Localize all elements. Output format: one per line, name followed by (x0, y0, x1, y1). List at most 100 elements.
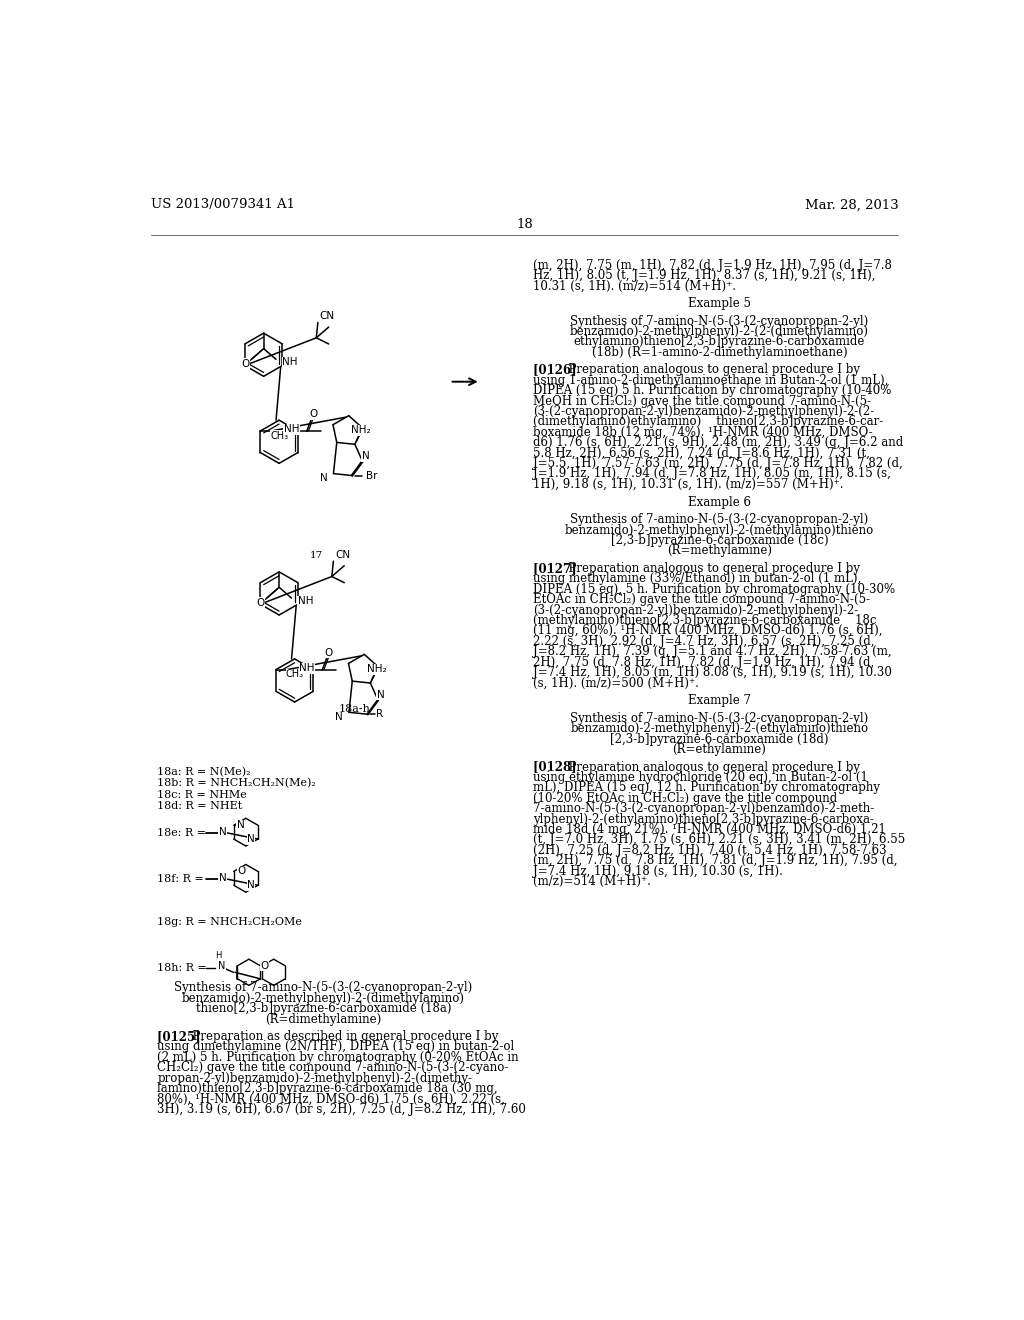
Text: 18a-h: 18a-h (339, 705, 371, 714)
Text: lamino)thieno[2,3-b]pyrazine-6-carboxamide 18a (30 mg,: lamino)thieno[2,3-b]pyrazine-6-carboxami… (158, 1082, 498, 1096)
Text: d6) 1.76 (s, 6H), 2.21 (s, 9H), 2.48 (m, 2H), 3.49 (q, J=6.2 and: d6) 1.76 (s, 6H), 2.21 (s, 9H), 2.48 (m,… (534, 436, 903, 449)
Text: S: S (357, 426, 365, 436)
Text: O: O (241, 359, 249, 370)
Text: 18d: R = NHEt: 18d: R = NHEt (158, 801, 243, 812)
Text: N: N (247, 880, 255, 890)
Text: benzamido)-2-methylphenyl)-2-(ethylamino)thieno: benzamido)-2-methylphenyl)-2-(ethylamino… (570, 722, 868, 735)
Text: O: O (325, 648, 333, 657)
Text: [2,3-b]pyrazine-6-carboxamide (18c): [2,3-b]pyrazine-6-carboxamide (18c) (610, 535, 828, 546)
Text: 3H), 3.19 (s, 6H), 6.67 (br s, 2H), 7.25 (d, J=8.2 Hz, 1H), 7.60: 3H), 3.19 (s, 6H), 6.67 (br s, 2H), 7.25… (158, 1102, 526, 1115)
Text: benzamido)-2-methylphenyl)-2-(dimethylamino): benzamido)-2-methylphenyl)-2-(dimethylam… (182, 991, 465, 1005)
Text: ylphenyl)-2-(ethylamino)thieno[2,3-b]pyrazine-6-carboxa-: ylphenyl)-2-(ethylamino)thieno[2,3-b]pyr… (534, 813, 874, 825)
Text: 18g: R = NHCH₂CH₂OMe: 18g: R = NHCH₂CH₂OMe (158, 917, 302, 927)
Text: benzamido)-2-methylphenyl)-2-(2-(dimethylamino): benzamido)-2-methylphenyl)-2-(2-(dimethy… (569, 325, 868, 338)
Text: (s, 1H). (m/z)=500 (M+H)⁺.: (s, 1H). (m/z)=500 (M+H)⁺. (534, 676, 699, 689)
Text: (m, 2H), 7.75 (d, 7.8 Hz, 1H), 7.81 (d, J=1.9 Hz, 1H), 7.95 (d,: (m, 2H), 7.75 (d, 7.8 Hz, 1H), 7.81 (d, … (534, 854, 898, 867)
Text: NH: NH (284, 425, 299, 434)
Text: propan-2-yl)benzamido)-2-methylphenyl)-2-(dimethy-: propan-2-yl)benzamido)-2-methylphenyl)-2… (158, 1072, 472, 1085)
Text: CN: CN (335, 550, 350, 560)
Text: N: N (335, 711, 343, 722)
Text: (10-20% EtOAc in CH₂Cl₂) gave the title compound: (10-20% EtOAc in CH₂Cl₂) gave the title … (534, 792, 838, 805)
Text: NH: NH (283, 358, 298, 367)
Text: Example 6: Example 6 (688, 495, 751, 508)
Text: N: N (247, 834, 255, 843)
Text: (m, 2H), 7.75 (m, 1H), 7.82 (d, J=1.9 Hz, 1H), 7.95 (d, J=7.8: (m, 2H), 7.75 (m, 1H), 7.82 (d, J=1.9 Hz… (534, 259, 892, 272)
Text: 2H), 7.75 (d, 7.8 Hz, 1H), 7.82 (d, J=1.9 Hz, 1H), 7.94 (d,: 2H), 7.75 (d, 7.8 Hz, 1H), 7.82 (d, J=1.… (534, 656, 874, 669)
Text: 10.31 (s, 1H). (m/z)=514 (M+H)⁺.: 10.31 (s, 1H). (m/z)=514 (M+H)⁺. (534, 280, 736, 292)
Text: (2 mL) 5 h. Purification by chromatography (0-20% EtOAc in: (2 mL) 5 h. Purification by chromatograp… (158, 1051, 519, 1064)
Text: (R=methylamine): (R=methylamine) (667, 544, 772, 557)
Text: (3-(2-cyanopropan-2-yl)benzamido)-2-methylphenyl)-2-(2-: (3-(2-cyanopropan-2-yl)benzamido)-2-meth… (534, 405, 874, 418)
Text: (R=dimethylamine): (R=dimethylamine) (265, 1014, 381, 1026)
Text: Mar. 28, 2013: Mar. 28, 2013 (805, 198, 898, 211)
Text: [2,3-b]pyrazine-6-carboxamide (18d): [2,3-b]pyrazine-6-carboxamide (18d) (610, 733, 828, 746)
Text: using dimethylamine (2N/THF), DIPEA (15 eq) in butan-2-ol: using dimethylamine (2N/THF), DIPEA (15 … (158, 1040, 515, 1053)
Text: N: N (218, 961, 225, 972)
Text: Br: Br (366, 470, 377, 480)
Text: NH₂: NH₂ (367, 664, 386, 675)
Text: N: N (361, 451, 370, 461)
Text: CH₃: CH₃ (270, 430, 289, 441)
Text: N: N (237, 820, 245, 830)
Text: 18c: R = NHMe: 18c: R = NHMe (158, 789, 247, 800)
Text: 1H), 9.18 (s, 1H), 10.31 (s, 1H). (m/z)=557 (M+H)⁺.: 1H), 9.18 (s, 1H), 10.31 (s, 1H). (m/z)=… (534, 478, 844, 491)
Text: (11 mg, 60%). ¹H-NMR (400 MHz, DMSO-d6) 1.76 (s, 6H),: (11 mg, 60%). ¹H-NMR (400 MHz, DMSO-d6) … (534, 624, 883, 638)
Text: J=7.4 Hz, 1H), 9.18 (s, 1H), 10.30 (s, 1H).: J=7.4 Hz, 1H), 9.18 (s, 1H), 10.30 (s, 1… (534, 865, 783, 878)
Text: 18b: R = NHCH₂CH₂N(Me)₂: 18b: R = NHCH₂CH₂N(Me)₂ (158, 779, 316, 788)
Text: Example 5: Example 5 (688, 297, 751, 310)
Text: N: N (319, 474, 328, 483)
Text: benzamido)-2-methylphenyl)-2-(methylamino)thieno: benzamido)-2-methylphenyl)-2-(methylamin… (564, 524, 873, 536)
Text: Synthesis of 7-amino-N-(5-(3-(2-cyanopropan-2-yl): Synthesis of 7-amino-N-(5-(3-(2-cyanopro… (174, 981, 472, 994)
Text: 18f: R =: 18f: R = (158, 874, 208, 884)
Text: R: R (377, 709, 384, 719)
Text: 18e: R =: 18e: R = (158, 829, 210, 838)
Text: 2.22 (s, 3H), 2.92 (d, J=4.7 Hz, 3H), 6.57 (s, 2H), 7.25 (d,: 2.22 (s, 3H), 2.92 (d, J=4.7 Hz, 3H), 6.… (534, 635, 874, 648)
Text: Synthesis of 7-amino-N-(5-(3-(2-cyanopropan-2-yl): Synthesis of 7-amino-N-(5-(3-(2-cyanopro… (570, 513, 868, 527)
Text: [0128]: [0128] (534, 760, 581, 774)
Text: US 2013/0079341 A1: US 2013/0079341 A1 (152, 198, 295, 211)
Text: CH₃: CH₃ (286, 669, 304, 680)
Text: mide 18d (4 mg, 21%). ¹H-NMR (400 MHz, DMSO-d6) 1.21: mide 18d (4 mg, 21%). ¹H-NMR (400 MHz, D… (534, 822, 886, 836)
Text: 18h: R =: 18h: R = (158, 964, 211, 973)
Text: (dimethylamino)ethylamino)    thieno[2,3-b]pyrazine-6-car-: (dimethylamino)ethylamino) thieno[2,3-b]… (534, 416, 884, 429)
Text: O: O (309, 409, 317, 418)
Text: [0126]: [0126] (534, 363, 581, 376)
Text: 18a: R = N(Me)₂: 18a: R = N(Me)₂ (158, 767, 251, 777)
Text: Example 7: Example 7 (688, 694, 751, 708)
Text: N: N (219, 828, 226, 837)
Text: boxamide 18b (12 mg, 74%). ¹H-NMR (400 MHz, DMSO-: boxamide 18b (12 mg, 74%). ¹H-NMR (400 M… (534, 426, 872, 438)
Text: Hz, 1H), 8.05 (t, J=1.9 Hz, 1H), 8.37 (s, 1H), 9.21 (s, 1H),: Hz, 1H), 8.05 (t, J=1.9 Hz, 1H), 8.37 (s… (534, 269, 876, 282)
Text: ethylamino)thieno[2,3-b]pyrazine-6-carboxamide: ethylamino)thieno[2,3-b]pyrazine-6-carbo… (573, 335, 865, 348)
Text: J=5.5, 1H), 7.57-7.63 (m, 2H), 7.75 (d, J=7.8 Hz, 1H), 7.82 (d,: J=5.5, 1H), 7.57-7.63 (m, 2H), 7.75 (d, … (534, 457, 903, 470)
Text: J=1.9 Hz, 1H), 7.94 (d, J=7.8 Hz, 1H), 8.05 (m, 1H), 8.15 (s,: J=1.9 Hz, 1H), 7.94 (d, J=7.8 Hz, 1H), 8… (534, 467, 891, 480)
Text: (18b) (R=1-amino-2-dimethylaminoethane): (18b) (R=1-amino-2-dimethylaminoethane) (592, 346, 847, 359)
Text: 18: 18 (516, 218, 534, 231)
Text: Preparation analogous to general procedure I by: Preparation analogous to general procedu… (561, 562, 860, 576)
Text: (3-(2-cyanopropan-2-yl)benzamido)-2-methylphenyl)-2-: (3-(2-cyanopropan-2-yl)benzamido)-2-meth… (534, 603, 858, 616)
Text: [0127]: [0127] (534, 562, 581, 576)
Text: N: N (219, 874, 226, 883)
Text: using ethylamine hydrochloride (20 eq), in Butan-2-ol (1: using ethylamine hydrochloride (20 eq), … (534, 771, 868, 784)
Text: O: O (260, 961, 268, 970)
Text: O: O (256, 598, 264, 607)
Text: O: O (238, 866, 246, 876)
Text: S: S (373, 664, 380, 675)
Text: CN: CN (319, 312, 335, 321)
Text: 80%). ¹H-NMR (400 MHz, DMSO-d6) 1.75 (s, 6H), 2.22 (s,: 80%). ¹H-NMR (400 MHz, DMSO-d6) 1.75 (s,… (158, 1093, 505, 1105)
Text: 7-amino-N-(5-(3-(2-cyanopropan-2-yl)benzamido)-2-meth-: 7-amino-N-(5-(3-(2-cyanopropan-2-yl)benz… (534, 803, 874, 816)
Text: thieno[2,3-b]pyrazine-6-carboxamide (18a): thieno[2,3-b]pyrazine-6-carboxamide (18a… (196, 1002, 451, 1015)
Text: EtOAc in CH₂Cl₂) gave the title compound 7-amino-N-(5-: EtOAc in CH₂Cl₂) gave the title compound… (534, 593, 870, 606)
Text: NH: NH (299, 663, 314, 673)
Text: (2H), 7.25 (d, J=8.2 Hz, 1H), 7.40 (t, 5.4 Hz, 1H), 7.58-7.63: (2H), 7.25 (d, J=8.2 Hz, 1H), 7.40 (t, 5… (534, 843, 887, 857)
Text: (t, J=7.0 Hz, 3H), 1.75 (s, 6H), 2.21 (s, 3H), 3.41 (m, 2H), 6.55: (t, J=7.0 Hz, 3H), 1.75 (s, 6H), 2.21 (s… (534, 833, 905, 846)
Text: 5.8 Hz, 2H), 6.56 (s, 2H), 7.24 (d, J=8.6 Hz, 1H), 7.31 (t,: 5.8 Hz, 2H), 6.56 (s, 2H), 7.24 (d, J=8.… (534, 446, 870, 459)
Text: Preparation analogous to general procedure I by: Preparation analogous to general procedu… (561, 363, 860, 376)
Text: CH₂Cl₂) gave the title compound 7-amino-N-(5-(3-(2-cyano-: CH₂Cl₂) gave the title compound 7-amino-… (158, 1061, 509, 1074)
Text: DIPEA (15 eq) 5 h. Purification by chromatography (10-40%: DIPEA (15 eq) 5 h. Purification by chrom… (534, 384, 892, 397)
Text: DIPEA (15 eq), 5 h. Purification by chromatography (10-30%: DIPEA (15 eq), 5 h. Purification by chro… (534, 583, 895, 595)
Text: MeOH in CH₂Cl₂) gave the title compound 7-amino-N-(5-: MeOH in CH₂Cl₂) gave the title compound … (534, 395, 871, 408)
Text: N: N (377, 690, 385, 700)
Text: using 1-amino-2-dimethylaminoethane in Butan-2-ol (1 mL),: using 1-amino-2-dimethylaminoethane in B… (534, 374, 889, 387)
Text: J=8.2 Hz, 1H), 7.39 (q, J=5.1 and 4.7 Hz, 2H), 7.58-7.63 (m,: J=8.2 Hz, 1H), 7.39 (q, J=5.1 and 4.7 Hz… (534, 645, 892, 659)
Text: (methylamino)thieno[2,3-b]pyrazine-6-carboxamide    18c: (methylamino)thieno[2,3-b]pyrazine-6-car… (534, 614, 877, 627)
